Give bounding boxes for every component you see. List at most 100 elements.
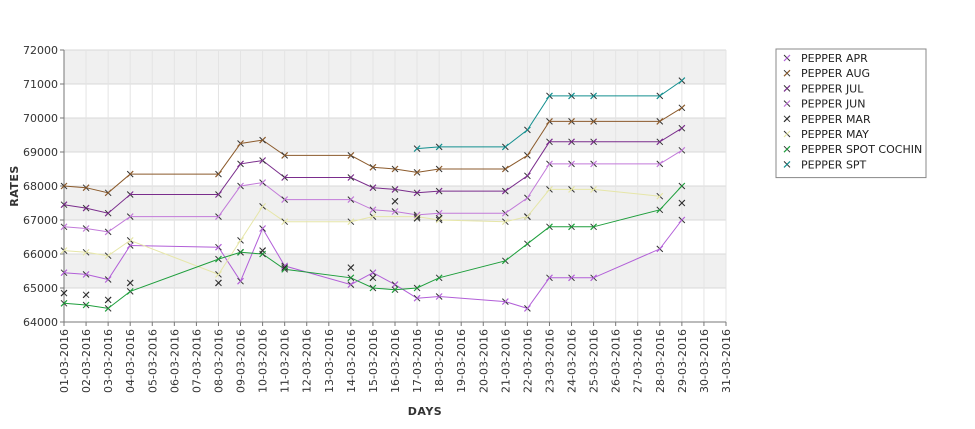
data-point-marker bbox=[568, 92, 575, 100]
data-point-marker bbox=[369, 213, 377, 221]
data-point-marker bbox=[546, 160, 553, 168]
data-point-marker bbox=[60, 289, 68, 297]
x-tick-label: 17-03-2016 bbox=[411, 329, 424, 393]
y-axis-ticks: 64000 65000 66000 67000 68000 69000 70000 71000… bbox=[23, 44, 64, 329]
data-point-marker bbox=[523, 194, 531, 202]
data-point-marker bbox=[501, 298, 509, 306]
data-point-marker bbox=[568, 160, 575, 168]
data-point-marker bbox=[215, 279, 222, 287]
data-point-marker bbox=[104, 209, 112, 217]
data-point-marker bbox=[237, 236, 244, 244]
data-point-marker bbox=[413, 284, 421, 292]
x-tick-label: 07-03-2016 bbox=[190, 329, 203, 393]
data-point-marker bbox=[369, 269, 377, 277]
data-point-marker bbox=[523, 151, 531, 159]
data-point-marker bbox=[435, 143, 443, 151]
data-point-marker bbox=[413, 213, 421, 221]
x-tick-label: 08-03-2016 bbox=[212, 329, 225, 393]
data-point-marker bbox=[281, 218, 289, 226]
data-point-marker bbox=[656, 117, 664, 125]
data-point-marker bbox=[678, 124, 686, 132]
data-point-marker bbox=[523, 213, 531, 221]
legend-marker bbox=[783, 84, 791, 92]
data-point-marker bbox=[237, 140, 244, 147]
data-point-marker bbox=[347, 151, 355, 159]
legend-marker bbox=[783, 115, 791, 123]
data-point-marker bbox=[656, 206, 664, 214]
data-point-marker bbox=[678, 77, 686, 85]
data-point-marker bbox=[281, 264, 289, 272]
data-point-marker bbox=[523, 126, 531, 134]
data-point-marker bbox=[546, 223, 553, 231]
y-tick-label: 72000 bbox=[23, 44, 58, 57]
x-tick-label: 05-03-2016 bbox=[146, 329, 159, 393]
legend-item: PEPPER SPT bbox=[783, 158, 867, 171]
data-point-marker bbox=[435, 187, 443, 195]
x-tick-label: 26-03-2016 bbox=[610, 329, 623, 393]
data-point-marker bbox=[590, 138, 598, 146]
data-point-marker bbox=[82, 248, 90, 256]
legend-label: PEPPER AUG bbox=[801, 67, 870, 80]
data-point-marker bbox=[391, 286, 399, 294]
data-point-marker bbox=[82, 225, 90, 232]
data-point-marker bbox=[391, 197, 399, 205]
data-point-marker bbox=[590, 223, 598, 231]
x-tick-label: 04-03-2016 bbox=[124, 329, 137, 393]
data-point-marker bbox=[104, 304, 112, 312]
x-tick-label: 16-03-2016 bbox=[389, 329, 402, 393]
data-point-marker bbox=[435, 216, 443, 224]
data-point-marker bbox=[104, 296, 112, 304]
legend-label: PEPPER JUL bbox=[801, 82, 864, 95]
x-tick-label: 30-03-2016 bbox=[698, 329, 711, 393]
data-point-marker bbox=[523, 172, 531, 180]
data-point-marker bbox=[435, 293, 443, 300]
legend-item: PEPPER JUL bbox=[783, 82, 864, 95]
data-point-marker bbox=[546, 274, 553, 282]
data-point-marker bbox=[60, 201, 68, 209]
x-tick-label: 14-03-2016 bbox=[345, 329, 358, 393]
data-point-marker bbox=[369, 284, 377, 292]
data-point-marker bbox=[126, 170, 134, 178]
series-markers bbox=[60, 77, 686, 312]
data-point-marker bbox=[435, 165, 443, 173]
data-point-marker bbox=[413, 214, 421, 222]
x-tick-label: 03-03-2016 bbox=[102, 329, 115, 393]
data-point-marker bbox=[215, 191, 222, 198]
y-tick-label: 66000 bbox=[23, 248, 58, 261]
y-tick-label: 71000 bbox=[23, 78, 58, 91]
x-tick-label: 20-03-2016 bbox=[477, 329, 490, 393]
x-tick-label: 01-03-2016 bbox=[58, 329, 71, 393]
y-tick-label: 68000 bbox=[23, 180, 58, 193]
legend-label: PEPPER SPOT COCHIN bbox=[801, 143, 922, 156]
data-point-marker bbox=[523, 304, 531, 312]
data-point-marker bbox=[546, 185, 553, 193]
data-point-marker bbox=[523, 240, 531, 248]
data-point-marker bbox=[126, 279, 134, 287]
data-point-marker bbox=[413, 168, 421, 176]
x-tick-label: 27-03-2016 bbox=[632, 329, 645, 393]
data-point-marker bbox=[347, 264, 355, 272]
data-point-marker bbox=[82, 291, 90, 299]
data-point-marker bbox=[104, 228, 112, 236]
data-point-marker bbox=[215, 170, 222, 178]
data-point-marker bbox=[568, 138, 575, 146]
x-tick-label: 23-03-2016 bbox=[543, 329, 556, 393]
legend-label: PEPPER JUN bbox=[801, 98, 865, 111]
data-point-marker bbox=[369, 184, 377, 192]
x-tick-label: 06-03-2016 bbox=[168, 329, 181, 393]
data-point-marker bbox=[501, 143, 509, 151]
y-tick-label: 64000 bbox=[23, 316, 58, 329]
data-point-marker bbox=[259, 202, 267, 210]
data-point-marker bbox=[590, 274, 598, 282]
data-point-marker bbox=[656, 138, 664, 146]
data-point-marker bbox=[60, 247, 68, 255]
data-point-marker bbox=[104, 189, 112, 197]
x-tick-label: 11-03-2016 bbox=[279, 329, 292, 393]
data-point-marker bbox=[656, 160, 664, 168]
data-point-marker bbox=[391, 281, 399, 289]
data-point-marker bbox=[546, 117, 553, 125]
data-point-marker bbox=[215, 270, 222, 278]
data-point-marker bbox=[369, 163, 377, 171]
x-tick-label: 22-03-2016 bbox=[521, 329, 534, 393]
data-point-marker bbox=[546, 138, 553, 146]
